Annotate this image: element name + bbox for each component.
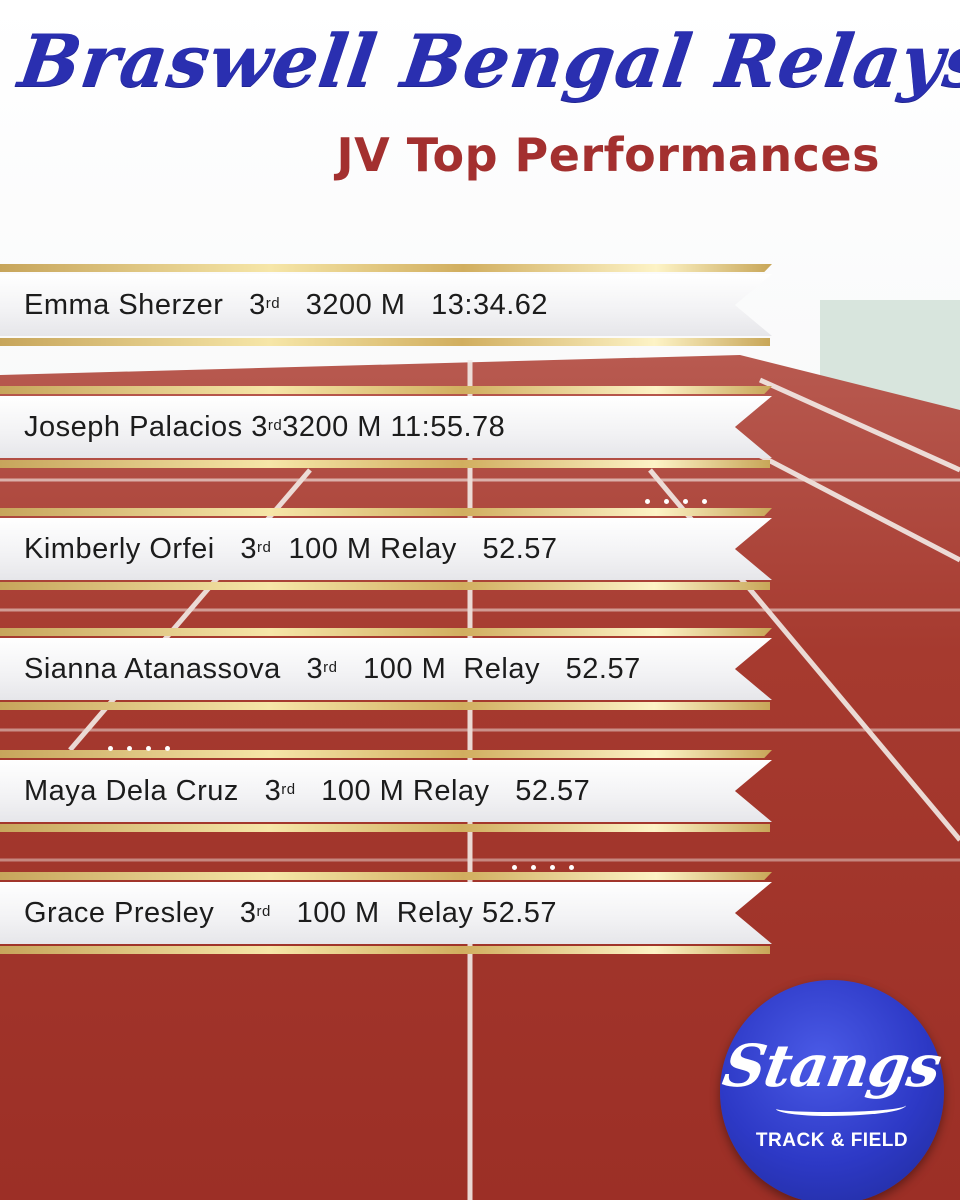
performance-banner: Grace Presley 3rd 100 M Relay 52.57 xyxy=(0,872,772,954)
decorative-dots xyxy=(512,855,588,870)
athlete-name: Joseph Palacios xyxy=(24,411,243,443)
gold-stripe xyxy=(0,750,772,758)
performance-text: Kimberly Orfei 3rd 100 M Relay 52.57 xyxy=(24,518,558,580)
place: 3 xyxy=(239,897,257,929)
performance-text: Emma Sherzer 3rd 3200 M 13:34.62 xyxy=(24,274,548,336)
mark: 52.57 xyxy=(481,897,558,929)
place: 3 xyxy=(264,775,282,807)
place-suffix: rd xyxy=(257,539,272,556)
gold-stripe xyxy=(0,628,772,636)
mark: 13:34.62 xyxy=(431,289,549,321)
mark: 52.57 xyxy=(482,533,558,565)
place-suffix: rd xyxy=(256,903,271,920)
ribbon xyxy=(0,396,772,458)
performance-banner: Kimberly Orfei 3rd 100 M Relay 52.57 xyxy=(0,508,772,590)
place-suffix: rd xyxy=(265,295,281,312)
place: 3 xyxy=(251,411,268,443)
logo-subtitle: TRACK & FIELD xyxy=(755,1130,909,1151)
performance-banner: Sianna Atanassova 3rd 100 M Relay 52.57 xyxy=(0,628,772,710)
event: 100 M Relay xyxy=(363,653,540,685)
gold-stripe xyxy=(0,460,770,468)
logo-wordmark: Stangs xyxy=(718,1032,946,1100)
performance-banner: Emma Sherzer 3rd 3200 M 13:34.62 xyxy=(0,264,772,346)
athlete-name: Sianna Atanassova xyxy=(24,653,281,685)
performance-banner: Joseph Palacios 3rd3200 M 11:55.78 xyxy=(0,386,772,468)
mark: 52.57 xyxy=(565,653,641,685)
place-suffix: rd xyxy=(281,781,296,798)
mark: 52.57 xyxy=(515,775,591,807)
place: 3 xyxy=(249,289,266,321)
ribbon xyxy=(0,274,772,336)
gold-stripe xyxy=(0,702,770,710)
gold-stripe xyxy=(0,338,770,346)
decorative-dots xyxy=(108,736,184,751)
gold-stripe xyxy=(0,582,770,590)
ribbon xyxy=(0,518,772,580)
gold-stripe xyxy=(0,508,772,516)
athlete-name: Emma Sherzer xyxy=(24,289,224,321)
event: 100 M Relay xyxy=(321,775,490,807)
gold-stripe xyxy=(0,386,772,394)
ribbon xyxy=(0,882,772,944)
mark: 11:55.78 xyxy=(390,411,506,443)
gold-stripe xyxy=(0,824,770,832)
athlete-name: Maya Dela Cruz xyxy=(24,775,239,807)
performance-text: Grace Presley 3rd 100 M Relay 52.57 xyxy=(24,882,557,944)
event: 100 M Relay xyxy=(288,533,457,565)
event: 3200 M xyxy=(305,289,406,321)
athlete-name: Kimberly Orfei xyxy=(24,533,215,565)
place: 3 xyxy=(306,653,324,685)
performance-text: Maya Dela Cruz 3rd 100 M Relay 52.57 xyxy=(24,760,590,822)
gold-stripe xyxy=(0,264,772,272)
performance-text: Joseph Palacios 3rd3200 M 11:55.78 xyxy=(24,396,505,458)
place: 3 xyxy=(240,533,258,565)
logo-swoosh xyxy=(776,1098,906,1116)
page-title: Braswell Bengal Relays xyxy=(14,18,960,103)
decorative-dots xyxy=(645,489,721,504)
performance-text: Sianna Atanassova 3rd 100 M Relay 52.57 xyxy=(24,638,641,700)
ribbon xyxy=(0,638,772,700)
ribbon xyxy=(0,760,772,822)
event: 100 M Relay xyxy=(296,897,474,929)
stangs-logo: Stangs TRACK & FIELD xyxy=(718,980,946,1200)
gold-stripe xyxy=(0,872,772,880)
gold-stripe xyxy=(0,946,770,954)
place-suffix: rd xyxy=(267,417,283,434)
athlete-name: Grace Presley xyxy=(24,897,215,929)
place-suffix: rd xyxy=(323,659,338,676)
page-subtitle: JV Top Performances xyxy=(336,128,880,182)
event: 3200 M xyxy=(282,411,382,443)
performance-banner: Maya Dela Cruz 3rd 100 M Relay 52.57 xyxy=(0,750,772,832)
